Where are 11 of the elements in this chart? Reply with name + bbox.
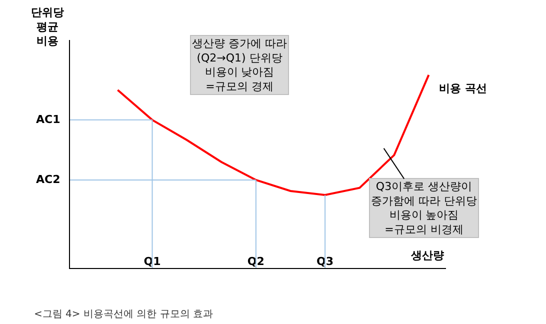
x-axis-title: 생산량 xyxy=(410,249,444,262)
y-axis-title: 단위당 평균 비용 xyxy=(31,6,64,48)
series-label: 비용 곡선 xyxy=(439,82,487,95)
x-tick-label: Q2 xyxy=(247,255,264,268)
ref-line-label: AC2 xyxy=(36,173,60,186)
x-tick-label: Q1 xyxy=(144,255,161,268)
annotation: Q3이후로 생산량이 증가함에 따라 단위당 비용이 높아짐 =규모의 비경제 xyxy=(371,180,477,236)
x-tick-label: Q3 xyxy=(316,255,334,268)
ref-line-label: AC1 xyxy=(36,113,60,126)
text: <그림 4> 비용곡선에 의한 규모의 효과 xyxy=(34,309,214,320)
annotation: 생산량 증가에 따라 (Q2→Q1) 단위당 비용이 낮아짐 =규모의 경제 xyxy=(192,37,287,93)
